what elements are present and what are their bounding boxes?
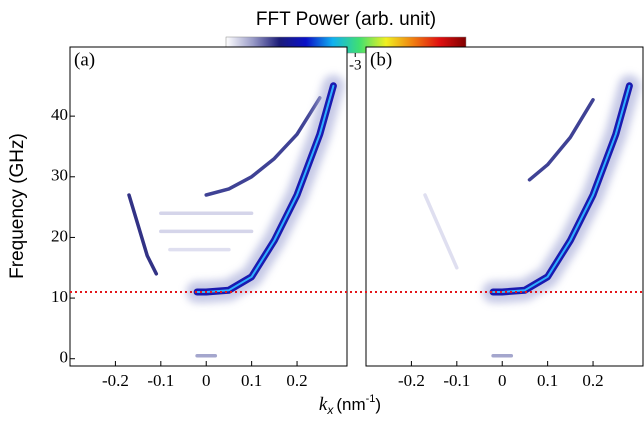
y-tick-label: 10 bbox=[51, 287, 68, 306]
x-tick-label: 0 bbox=[202, 371, 211, 390]
y-tick-label: 0 bbox=[60, 348, 69, 367]
x-label-symbol: k bbox=[319, 394, 328, 415]
branch-core bbox=[196, 84, 335, 293]
branch bbox=[204, 96, 322, 197]
y-tick-label: 20 bbox=[51, 226, 68, 245]
x-label-unit: (nm bbox=[336, 395, 365, 414]
colorbar-tick-label: -3 bbox=[349, 57, 362, 73]
x-tick-label: -0.2 bbox=[102, 371, 129, 390]
branch bbox=[423, 193, 459, 270]
panel-label: (b) bbox=[370, 49, 392, 70]
x-tick-label: -0.1 bbox=[443, 371, 470, 390]
x-axis-label: kx (nm-1) bbox=[319, 393, 381, 417]
x-label-subscript: x bbox=[326, 403, 334, 417]
x-tick-label: 0.2 bbox=[286, 371, 307, 390]
y-tick-label: 40 bbox=[51, 105, 68, 124]
branch bbox=[127, 193, 159, 276]
plot-frame bbox=[365, 46, 644, 367]
x-tick-label: -0.2 bbox=[398, 371, 425, 390]
x-tick-label: 0.2 bbox=[582, 371, 603, 390]
plot-area bbox=[127, 74, 345, 358]
plot-frame bbox=[69, 46, 348, 367]
y-tick-label: 30 bbox=[51, 166, 68, 185]
plot-background bbox=[366, 47, 643, 366]
plot-background bbox=[70, 47, 347, 366]
x-tick-label: 0.1 bbox=[537, 371, 558, 390]
x-tick-label: -0.1 bbox=[147, 371, 174, 390]
panel-label: (a) bbox=[74, 49, 95, 70]
x-label-close: ) bbox=[375, 395, 381, 414]
x-tick-label: 0.1 bbox=[241, 371, 262, 390]
x-tick-label: 0 bbox=[498, 371, 507, 390]
y-axis-label: Frequency (GHz) bbox=[7, 133, 28, 279]
x-label-exponent: -1 bbox=[366, 393, 376, 405]
branch bbox=[527, 98, 595, 182]
colorbar-title: FFT Power (arb. unit) bbox=[256, 9, 436, 30]
